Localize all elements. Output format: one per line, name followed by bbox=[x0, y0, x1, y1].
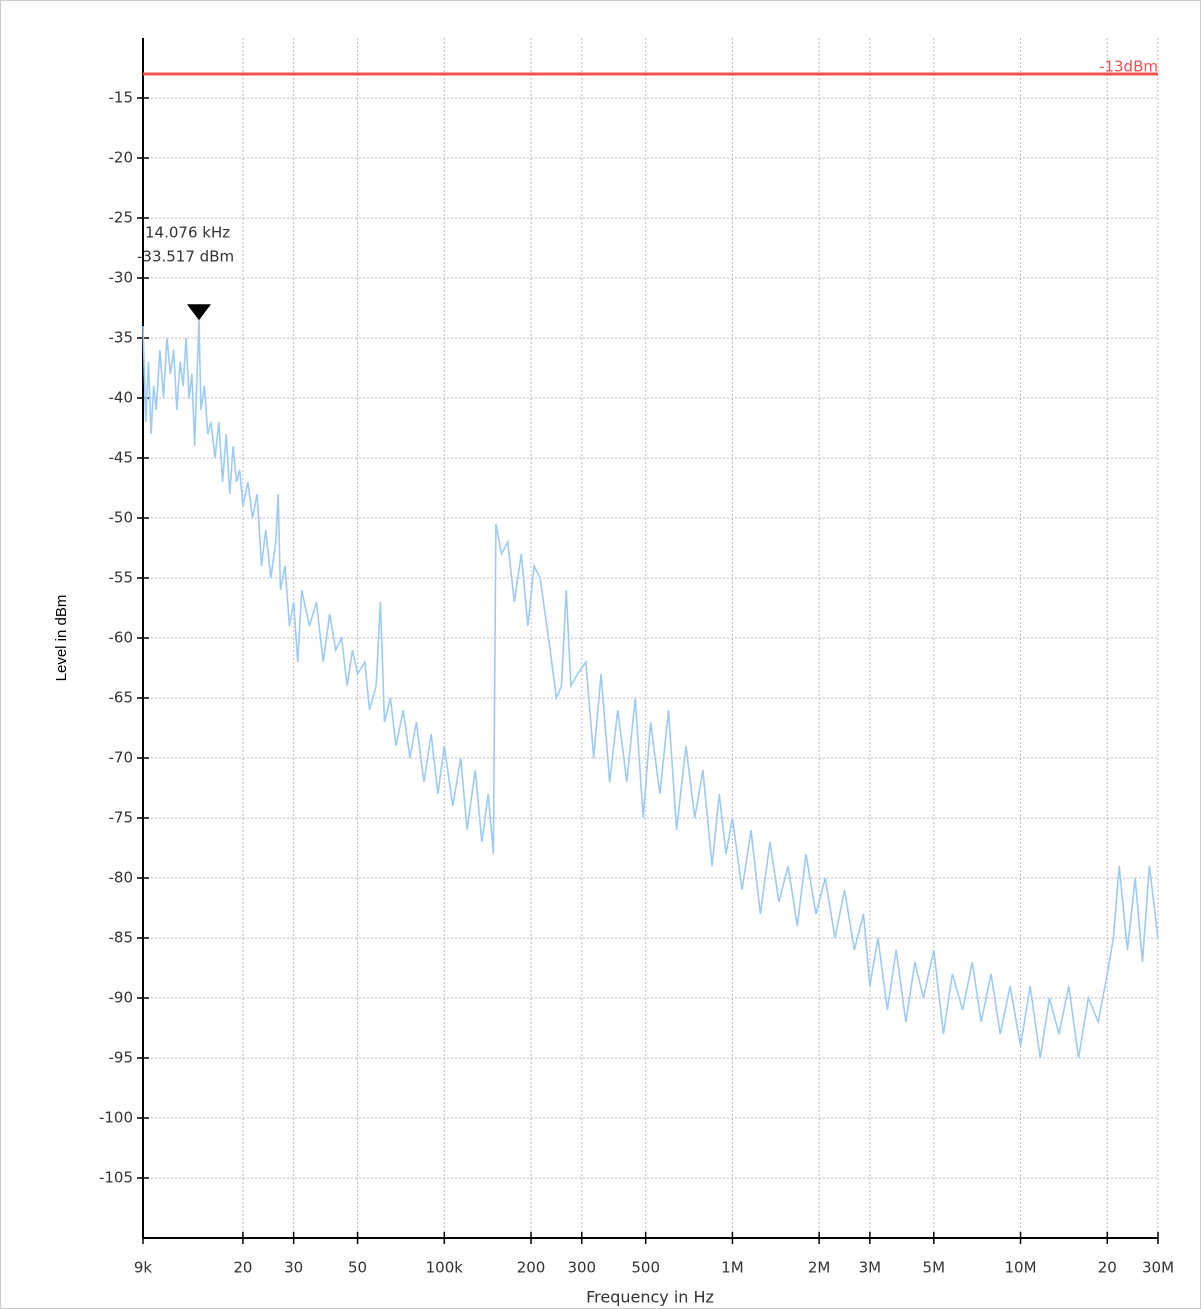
x-tick-label: 100k bbox=[426, 1259, 464, 1277]
y-tick-label: -95 bbox=[109, 1049, 134, 1067]
y-tick-label: -75 bbox=[109, 809, 134, 827]
x-tick-label: 200 bbox=[517, 1259, 546, 1277]
y-tick-label: -65 bbox=[109, 689, 134, 707]
y-tick-label: -100 bbox=[99, 1109, 133, 1127]
limit-label: -13dBm bbox=[1099, 58, 1158, 76]
x-axis-label: Frequency in Hz bbox=[586, 1288, 714, 1307]
y-tick-label: -30 bbox=[109, 269, 134, 287]
y-tick-label: -25 bbox=[109, 209, 134, 227]
x-tick-label: 20 bbox=[233, 1259, 252, 1277]
y-tick-label: -85 bbox=[109, 929, 134, 947]
marker-label: 14.076 kHz bbox=[145, 224, 230, 242]
y-tick-label: -80 bbox=[109, 869, 134, 887]
x-tick-label: 500 bbox=[631, 1259, 660, 1277]
x-tick-label: 9k bbox=[134, 1259, 153, 1277]
y-tick-label: -105 bbox=[99, 1169, 133, 1187]
marker bbox=[186, 304, 211, 321]
x-tick-label: 30 bbox=[284, 1259, 303, 1277]
y-tick-label: -40 bbox=[109, 389, 134, 407]
marker-label: -33.517 dBm bbox=[137, 248, 234, 266]
x-tick-label: 50 bbox=[348, 1259, 367, 1277]
y-tick-label: -45 bbox=[109, 449, 134, 467]
y-tick-label: -15 bbox=[109, 89, 134, 107]
x-tick-label: 20 bbox=[1098, 1259, 1117, 1277]
x-tick-label: 10M bbox=[1005, 1259, 1037, 1277]
y-tick-label: -60 bbox=[109, 629, 134, 647]
x-tick-label: 3M bbox=[859, 1259, 882, 1277]
y-axis-label: Level in dBm bbox=[53, 595, 70, 682]
trace bbox=[142, 319, 1159, 1059]
y-tick-label: -50 bbox=[109, 509, 134, 527]
x-tick-label: 5M bbox=[923, 1259, 946, 1277]
y-tick-label: -90 bbox=[109, 989, 134, 1007]
x-tick-label: 30M bbox=[1142, 1259, 1174, 1277]
y-tick-label: -70 bbox=[109, 749, 134, 767]
x-tick-label: 2M bbox=[808, 1259, 831, 1277]
y-tick-label: -55 bbox=[109, 569, 134, 587]
x-tick-label: 1M bbox=[721, 1259, 744, 1277]
y-tick-label: -20 bbox=[109, 149, 134, 167]
y-tick-label: -35 bbox=[109, 329, 134, 347]
x-tick-label: 300 bbox=[567, 1259, 596, 1277]
